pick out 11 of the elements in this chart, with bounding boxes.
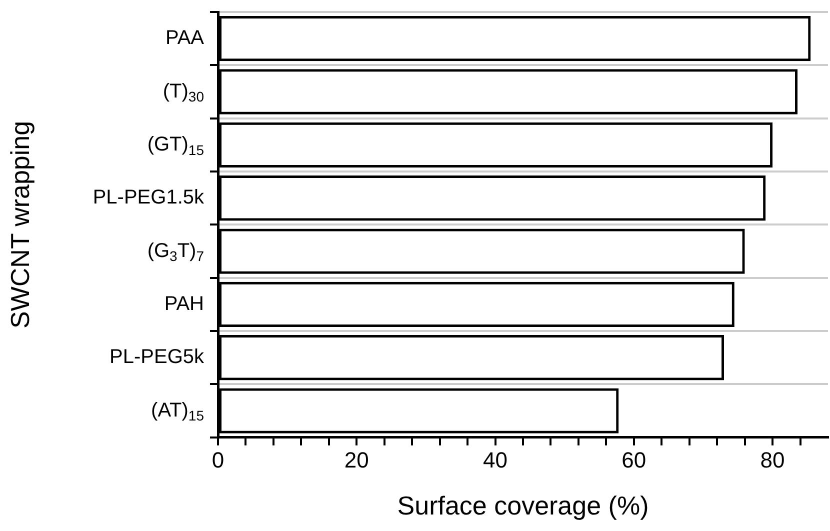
x-tick-label: 20 bbox=[344, 448, 369, 473]
x-tick-label: 80 bbox=[760, 448, 785, 473]
y-tick-label: PL-PEG1.5k bbox=[92, 186, 205, 209]
y-tick-label: PL-PEG5k bbox=[110, 346, 205, 368]
x-tick-label: 0 bbox=[212, 448, 224, 473]
y-axis-title: SWCNT wrapping bbox=[4, 120, 35, 328]
x-tick-label: 40 bbox=[483, 448, 508, 473]
x-tick-label: 60 bbox=[622, 448, 646, 473]
y-tick-label: PAA bbox=[165, 27, 205, 50]
y-tick-label: PAH bbox=[164, 292, 204, 315]
x-axis-title: Surface coverage (%) bbox=[397, 490, 649, 521]
